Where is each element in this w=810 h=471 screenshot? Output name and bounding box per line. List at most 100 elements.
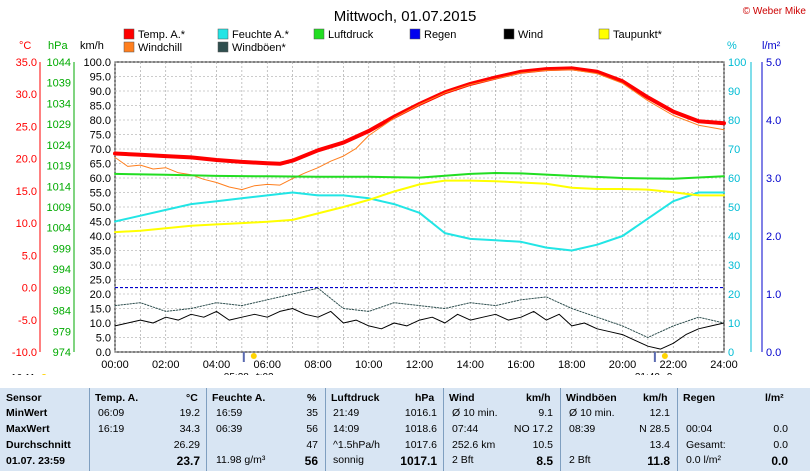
temp-axis-tick: 0.0 [22, 283, 37, 295]
sunrise-time: 05:28 [224, 372, 249, 375]
pressure-axis-tick: 1024 [47, 140, 71, 152]
table-header-humidity: Feuchte A. [212, 392, 266, 404]
table-cell-temp: 34.3 [179, 423, 200, 435]
rain-axis-tick: 0.0 [766, 347, 781, 359]
temp-axis-unit: °C [19, 40, 31, 52]
x-tick-label: 24:00 [710, 359, 738, 371]
x-tick-label: 08:00 [304, 359, 332, 371]
rain-axis-tick: 1.0 [766, 289, 781, 301]
humidity-axis-unit: % [727, 40, 737, 52]
sunrise-extra: *:02 [256, 372, 274, 375]
sunset-time: 21:40 [635, 372, 660, 375]
humidity-axis-tick: 80 [728, 115, 740, 127]
wind-axis-tick: 55.0 [90, 188, 111, 200]
table-cell-press-time: ^1.5hPa/h [333, 439, 380, 451]
pressure-axis-tick: 1009 [47, 202, 71, 214]
legend-swatch [598, 28, 610, 40]
table-cell-rain: 0.0 [773, 423, 788, 435]
table-cell-press-time: 14:09 [333, 423, 360, 435]
rain-axis-tick: 5.0 [766, 57, 781, 69]
table-cell-label: 01.07. 23:59 [6, 455, 65, 467]
x-tick-label: 04:00 [203, 359, 231, 371]
table-cell-rain-label: 00:04 [686, 423, 713, 435]
sunrise-icon [250, 353, 257, 359]
series-line-feuchte-a [114, 191, 725, 252]
table-cell-rain: 0.0 [773, 439, 788, 451]
wind-axis-tick: 85.0 [90, 101, 111, 113]
x-tick-label: 16:00 [507, 359, 535, 371]
temp-axis-tick: 30.0 [16, 89, 37, 101]
wind-axis-tick: 70.0 [90, 144, 111, 156]
series-line-windchill [114, 69, 725, 191]
table-header-gust: Windböen [566, 392, 617, 404]
legend-label: Wind [518, 29, 543, 41]
legend-label: Luftdruck [328, 29, 374, 41]
sunset-extra: 9 [667, 372, 673, 375]
table-cell-hum-time: 11.98 g/m³ [216, 454, 266, 466]
pressure-axis-tick: 1019 [47, 161, 71, 173]
temp-axis-tick: 10.0 [16, 218, 37, 230]
table-cell-rain-label: Gesamt: [686, 439, 726, 451]
pressure-axis-tick: 1034 [47, 98, 71, 110]
pressure-axis-tick: 974 [53, 347, 71, 359]
table-cell-press: 1017.6 [404, 439, 437, 451]
table-cell-press: 1016.1 [404, 407, 437, 419]
table-cell-hum: 47 [306, 439, 318, 451]
legend-swatch [123, 41, 135, 53]
humidity-axis-tick: 60 [728, 173, 740, 185]
temp-axis-tick: 5.0 [22, 250, 37, 262]
pressure-axis-tick: 1044 [47, 57, 71, 69]
table-cell-label: MaxWert [6, 423, 50, 435]
wind-axis-tick: 40.0 [90, 231, 111, 243]
wind-axis-tick: 75.0 [90, 130, 111, 142]
legend-label: Regen [424, 29, 456, 41]
series-line-wind [114, 308, 725, 350]
pressure-axis-tick: 1014 [47, 181, 71, 193]
humidity-axis-tick: 30 [728, 260, 740, 272]
legend-swatch [217, 28, 229, 40]
wind-axis-tick: 60.0 [90, 173, 111, 185]
temp-axis-tick: 25.0 [16, 121, 37, 133]
table-cell-gust: 13.4 [649, 439, 670, 451]
table-header-temp-unit: °C [186, 392, 198, 404]
sun-icon [41, 374, 47, 375]
legend-label: Temp. A.* [138, 29, 186, 41]
table-header-temp: Temp. A. [95, 392, 139, 404]
pressure-axis-tick: 979 [53, 326, 71, 338]
table-cell-wind-label: 2 Bft [452, 454, 474, 466]
table-cell-press: 1017.1 [400, 454, 437, 468]
table-cell-gust: 11.8 [647, 454, 670, 468]
wind-axis-tick: 100.0 [83, 57, 111, 69]
x-tick-label: 20:00 [609, 359, 637, 371]
temp-axis-tick: -10.0 [12, 347, 37, 359]
x-tick-label: 18:00 [558, 359, 586, 371]
wind-axis-tick: 50.0 [90, 202, 111, 214]
table-cell-hum-time: 06:39 [216, 423, 243, 435]
table-cell-press-time: 21:49 [333, 407, 360, 419]
chart-title: Mittwoch, 01.07.2015 [334, 8, 477, 25]
pressure-axis-tick: 1004 [47, 223, 71, 235]
table-cell-wind: 10.5 [532, 439, 553, 451]
table-cell-temp-time: 16:19 [98, 423, 125, 435]
x-tick-label: 14:00 [456, 359, 484, 371]
x-tick-label: 06:00 [253, 359, 281, 371]
legend-label: Windböen* [232, 42, 287, 54]
temp-axis-tick: 20.0 [16, 154, 37, 166]
wind-axis-tick: 65.0 [90, 159, 111, 171]
legend-swatch [313, 28, 325, 40]
temp-axis-tick: 15.0 [16, 186, 37, 198]
wind-axis-unit: km/h [80, 40, 104, 52]
table-cell-temp: 19.2 [179, 407, 200, 419]
series-line-luftdruck [114, 172, 725, 180]
pressure-axis-tick: 994 [53, 264, 71, 276]
table-cell-wind: NO 17.2 [513, 423, 553, 435]
x-tick-label: 22:00 [659, 359, 687, 371]
legend-swatch [217, 41, 229, 53]
table-header-pressure-unit: hPa [415, 392, 435, 404]
humidity-axis-tick: 10 [728, 318, 740, 330]
table-cell-wind-label: 252.6 km [452, 439, 496, 451]
table-cell-wind-label: Ø 10 min. [452, 407, 498, 419]
table-cell-gust: N 28.5 [639, 423, 670, 435]
table-cell-rain-label: 0.0 l/m² [686, 454, 722, 466]
table-cell-gust-label: 2 Bft [569, 454, 591, 466]
